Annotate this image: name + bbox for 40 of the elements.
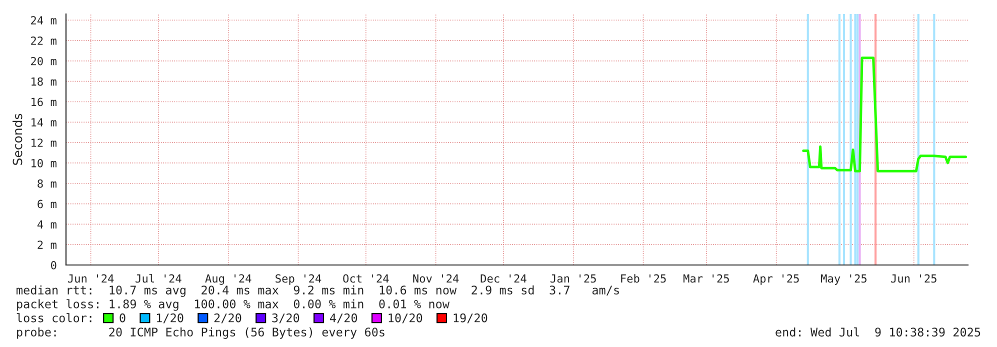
x-tick-label: Jan '25	[550, 274, 596, 283]
x-tick-label: Jun '24	[68, 274, 114, 283]
text: packet loss: 1.89 % avg 100.00 % max 0.00 % min 0.01 % now	[17, 299, 450, 311]
y-tick-label: 20 m	[31, 56, 56, 66]
y-tick-label: 14 m	[32, 118, 56, 126]
text: end: Wed Jul 9 10:38:39 2025	[776, 327, 980, 337]
line-series	[802, 56, 967, 172]
legend-label: 2/20	[214, 313, 242, 324]
x-tick-label: Sep '24	[276, 274, 322, 285]
legend-label: 10/20	[388, 313, 422, 324]
x-tick-label: Oct '24	[343, 274, 389, 283]
legend-label: 19/20	[454, 313, 488, 324]
legend-label: 0	[120, 313, 126, 322]
text: median rtt: 10.7 ms avg 20.4 ms max 9.2 ms min 10.6 ms now 2.9 ms sd 3.7 am/s	[16, 285, 619, 297]
y-tick-label: 8 m	[38, 179, 56, 188]
y-tick-label: 10 m	[32, 158, 56, 168]
y-tick-label: 4 m	[37, 220, 56, 228]
legend-label: 4/20	[330, 313, 358, 324]
y-tick-label: 2 m	[38, 240, 56, 249]
legend-title: loss color:	[16, 313, 92, 322]
y-axis-title: Seconds	[12, 114, 22, 165]
y-tick-label: 24 m	[31, 16, 56, 24]
x-tick-label: Feb '25	[621, 274, 666, 283]
y-tick-label: 12 m	[32, 138, 56, 147]
y-tick-label: 0	[51, 261, 56, 270]
x-tick-label: Apr '25	[753, 274, 799, 285]
legend-label: 1/20	[156, 313, 184, 324]
x-tick-label: Aug '24	[205, 274, 252, 285]
x-tick-label: May '25	[821, 274, 866, 285]
y-tick-label: 16 m	[32, 98, 56, 106]
y-tick-label: 18 m	[32, 77, 56, 86]
x-tick-label: Mar '25	[683, 274, 729, 283]
text: probe: 20 ICMP Echo Pings (56 Bytes) every 60s	[17, 327, 384, 339]
x-tick-label: Dec '24	[480, 274, 526, 283]
y-tick-label: 22 m	[31, 36, 56, 45]
y-tick-label: 6 m	[38, 200, 56, 208]
x-tick-label: Jul '24	[136, 274, 182, 283]
x-tick-label: Nov '24	[413, 274, 459, 283]
x-tick-label: Jun '25	[891, 274, 936, 283]
legend-label: 3/20	[272, 313, 300, 324]
